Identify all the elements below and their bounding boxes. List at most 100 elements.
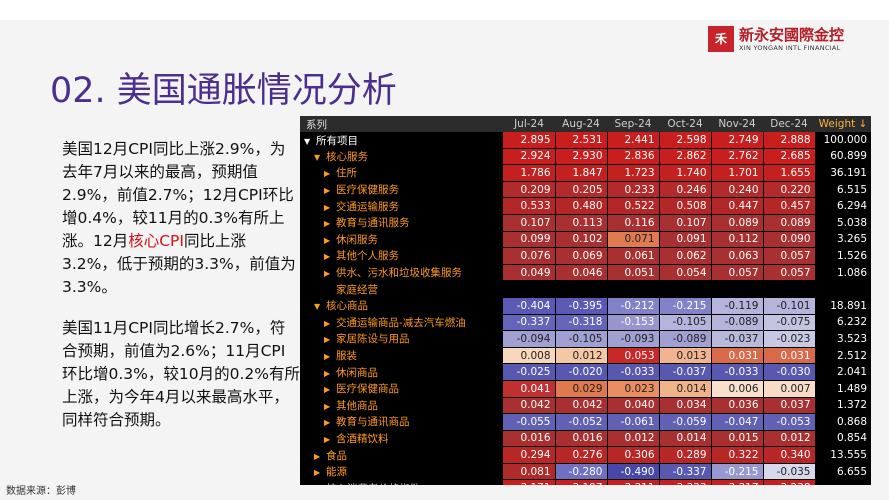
- data-cell: -0.094: [503, 330, 556, 348]
- row-label-text: 家庭经营: [336, 283, 378, 296]
- weight-cell: 1.489: [815, 380, 871, 397]
- expand-arrow-icon[interactable]: ▶: [324, 219, 331, 229]
- expand-arrow-icon[interactable]: ▶: [324, 202, 331, 212]
- table-row[interactable]: ▼ 核心服务 2.924 2.930 2.836 2.862 2.762 2.685 60.89…: [300, 148, 871, 166]
- column-header-dec-24[interactable]: Dec-24: [763, 116, 815, 132]
- expand-arrow-icon[interactable]: ▶: [324, 269, 331, 279]
- data-cell: 0.036: [711, 397, 764, 415]
- table-row[interactable]: ▶ 交通运输商品-减去汽车燃油 -0.337 -0.318 -0.153 -0.105 -0…: [300, 314, 871, 332]
- data-cell: -0.061: [607, 413, 660, 431]
- expand-arrow-icon[interactable]: ▶: [324, 186, 331, 196]
- row-label-text: 供水、污水和垃圾收集服务: [336, 267, 462, 280]
- data-cell: 1.740: [659, 164, 712, 182]
- table-row[interactable]: ▼ 所有项目 2.895 2.531 2.441 2.598 2.749 2.888 100.0…: [300, 132, 871, 149]
- column-header-jul-24[interactable]: Jul-24: [503, 116, 555, 132]
- data-cell: 0.007: [763, 380, 816, 398]
- column-header-sep-24[interactable]: Sep-24: [607, 116, 659, 132]
- row-label-text: 服装: [336, 350, 357, 363]
- expand-arrow-icon[interactable]: ▶: [324, 368, 331, 378]
- table-row[interactable]: ▶ 医疗保健商品 0.041 0.029 0.023 0.014 0.006 0.007 1.4…: [300, 380, 871, 398]
- row-label-indent: ▶ 其他商品: [304, 400, 378, 412]
- row-label: ▶ 休闲服务: [300, 231, 503, 248]
- table-row[interactable]: ▶ 休闲商品 -0.025 -0.020 -0.033 -0.037 -0.033 -0.03…: [300, 363, 871, 381]
- data-cell: -0.023: [763, 330, 816, 348]
- row-label-indent: ▶ 交通运输商品-减去汽车燃油: [304, 317, 466, 329]
- data-cell: 0.057: [763, 264, 816, 282]
- table-row[interactable]: ▶ 交通运输服务 0.533 0.480 0.522 0.508 0.447 0.457 6.2…: [300, 197, 871, 215]
- column-header-aug-24[interactable]: Aug-24: [555, 116, 607, 132]
- row-label-text: 医疗保健服务: [336, 184, 399, 197]
- column-header-nov-24[interactable]: Nov-24: [711, 116, 763, 132]
- table-row[interactable]: ▶ 家居陈设与用品 -0.094 -0.105 -0.093 -0.089 -0.037 -0…: [300, 330, 871, 348]
- data-cell: 0.012: [763, 430, 816, 448]
- row-label-indent: ▶ 其他个人服务: [304, 250, 399, 262]
- table-row[interactable]: ▶ 休闲服务 0.099 0.102 0.071 0.091 0.112 0.090 3.265: [300, 231, 871, 249]
- table-row[interactable]: ▶ 住所 1.786 1.847 1.723 1.740 1.701 1.655 36.191: [300, 164, 871, 182]
- table-row[interactable]: ▶ 服装 0.008 0.012 0.053 0.013 0.031 0.031 2.512: [300, 347, 871, 365]
- data-cell: -0.105: [555, 330, 608, 348]
- data-cell: -0.119: [711, 297, 764, 315]
- data-cell: 0.533: [503, 197, 556, 215]
- table-row[interactable]: ▶ 食品 0.294 0.276 0.306 0.289 0.322 0.340 13.555: [300, 446, 871, 464]
- expand-arrow-icon[interactable]: ▶: [324, 252, 331, 262]
- row-label-text: 能源: [326, 466, 347, 479]
- weight-cell: 3.265: [815, 231, 871, 248]
- table-row[interactable]: 家庭经营: [300, 280, 871, 298]
- table-row[interactable]: ▼ 核心商品 -0.404 -0.395 -0.212 -0.215 -0.119 -0.10…: [300, 297, 871, 315]
- data-cell: 0.289: [659, 446, 712, 464]
- expand-arrow-icon[interactable]: ▶: [314, 451, 321, 461]
- table-row[interactable]: ▶ 教育与通讯服务 0.107 0.113 0.116 0.107 0.089 0.089 5.…: [300, 214, 871, 232]
- collapse-arrow-icon[interactable]: ▼: [304, 136, 311, 146]
- table-row[interactable]: ▶ 能源 0.081 -0.280 -0.490 -0.337 -0.215 -0.035 6.…: [300, 463, 871, 481]
- table-row[interactable]: ▶ 其他个人服务 0.076 0.069 0.061 0.062 0.063 0.057 1.5…: [300, 247, 871, 265]
- data-cell: -0.215: [659, 297, 712, 315]
- weight-cell: 3.523: [815, 330, 871, 348]
- data-cell: 0.034: [659, 397, 712, 415]
- row-label-text: 交通运输商品-减去汽车燃油: [336, 316, 466, 329]
- data-cell: 2.598: [659, 132, 712, 149]
- data-cell: 0.107: [659, 214, 712, 232]
- expand-arrow-icon[interactable]: ▶: [324, 434, 331, 444]
- expand-arrow-icon[interactable]: ▶: [324, 401, 331, 411]
- weight-cell: 60.899: [815, 148, 871, 165]
- expand-arrow-icon[interactable]: ▶: [324, 318, 331, 328]
- collapse-arrow-icon[interactable]: ▼: [314, 302, 321, 312]
- data-cell: 0.246: [659, 181, 712, 199]
- weight-cell: 6.294: [815, 197, 871, 215]
- data-cell: -0.033: [711, 363, 764, 381]
- table-row[interactable]: ▶ 教育与通讯商品 -0.055 -0.052 -0.061 -0.059 -0.047 -0…: [300, 413, 871, 431]
- row-label-text: 核心消费者价格指数: [326, 483, 421, 485]
- data-cell: 0.091: [659, 231, 712, 249]
- expand-arrow-icon[interactable]: ▶: [314, 468, 321, 478]
- data-cell: -0.490: [607, 463, 660, 481]
- data-cell: 2.924: [503, 148, 556, 166]
- column-header-oct-24[interactable]: Oct-24: [659, 116, 711, 132]
- expand-arrow-icon[interactable]: ▶: [324, 418, 331, 428]
- expand-arrow-icon[interactable]: ▶: [324, 335, 331, 345]
- collapse-arrow-icon[interactable]: ▼: [314, 152, 321, 162]
- expand-arrow-icon[interactable]: ▶: [324, 235, 331, 245]
- table-row[interactable]: ▶ 供水、污水和垃圾收集服务 0.049 0.046 0.051 0.054 0.057 0.…: [300, 264, 871, 282]
- row-label: 家庭经营: [300, 280, 503, 298]
- data-cell: 0.014: [659, 430, 712, 448]
- table-row[interactable]: ▶ 含酒精饮料 0.016 0.016 0.012 0.014 0.015 0.012 0.85…: [300, 430, 871, 448]
- column-header-weight[interactable]: Weight ↓: [815, 116, 871, 132]
- weight-cell: [815, 280, 871, 298]
- column-header-series[interactable]: 系列: [300, 116, 503, 132]
- data-cell: 0.089: [763, 214, 816, 232]
- data-cell: 0.041: [503, 380, 556, 398]
- expand-arrow-icon[interactable]: ▶: [324, 169, 331, 179]
- data-cell: 3.238: [763, 479, 816, 485]
- row-label-indent: ▶ 教育与通讯服务: [304, 217, 410, 229]
- data-cell: [555, 280, 608, 298]
- table-row[interactable]: 核心消费者价格指数 3.1713.1973.3113.3333.3173.238: [300, 479, 871, 485]
- table-row[interactable]: ▶ 医疗保健服务 0.209 0.205 0.233 0.246 0.240 0.220 6.5…: [300, 181, 871, 199]
- row-label-indent: ▶ 医疗保健服务: [304, 184, 399, 196]
- row-label: ▶ 其他个人服务: [300, 247, 503, 265]
- data-cell: -0.337: [503, 314, 556, 332]
- table-row[interactable]: ▶ 其他商品 0.042 0.042 0.040 0.034 0.036 0.037 1.372: [300, 397, 871, 415]
- data-cell: 0.012: [555, 347, 608, 365]
- expand-arrow-icon[interactable]: ▶: [324, 385, 331, 395]
- data-cell: -0.280: [555, 463, 608, 481]
- expand-arrow-icon[interactable]: ▶: [324, 352, 331, 362]
